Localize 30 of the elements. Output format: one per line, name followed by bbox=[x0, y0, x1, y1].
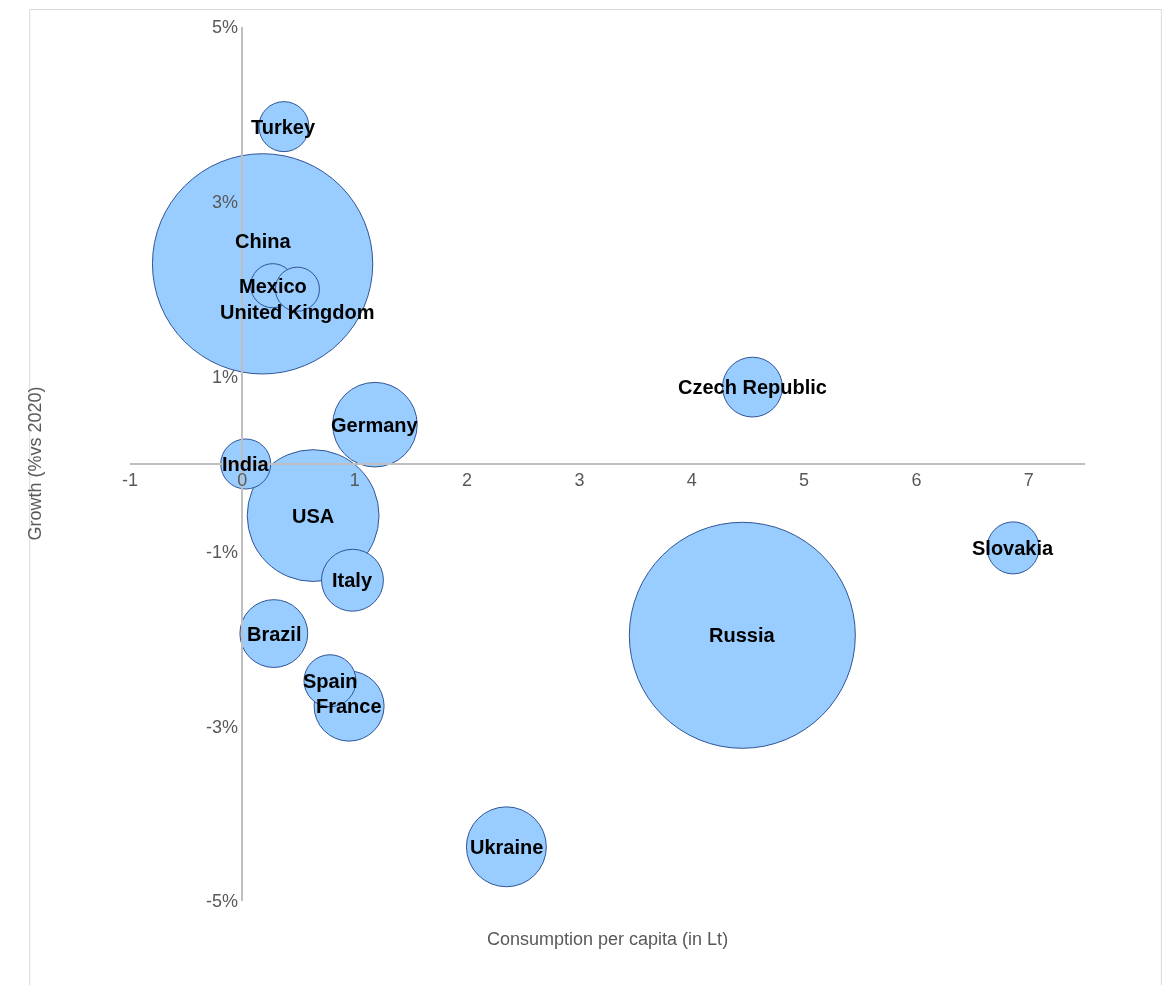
series-label: France bbox=[316, 695, 382, 717]
x-tick-label: 5 bbox=[799, 470, 810, 491]
series-label: Turkey bbox=[251, 116, 316, 138]
x-tick-label: -1 bbox=[121, 470, 139, 491]
x-tick-label: 4 bbox=[686, 470, 697, 491]
x-axis-title: Consumption per capita (in Lt) bbox=[487, 929, 729, 949]
series-label: United Kingdom bbox=[220, 301, 375, 323]
y-tick-label: 5% bbox=[211, 17, 238, 38]
y-tick-label: 3% bbox=[211, 192, 238, 213]
x-tick-label: 0 bbox=[237, 470, 248, 491]
series-label: Spain bbox=[303, 670, 358, 692]
y-tick-label: -5% bbox=[205, 891, 238, 912]
series-label: Brazil bbox=[247, 623, 302, 645]
series-label: Italy bbox=[332, 569, 373, 591]
series-label: USA bbox=[292, 505, 335, 527]
series-label: Ukraine bbox=[470, 836, 544, 858]
x-tick-label: 1 bbox=[349, 470, 360, 491]
series-label: China bbox=[235, 230, 292, 252]
y-tick-label: 1% bbox=[211, 366, 238, 387]
x-tick-label: 3 bbox=[574, 470, 585, 491]
series-label: Russia bbox=[709, 624, 776, 646]
y-axis-title: Growth (%vs 2020) bbox=[24, 386, 45, 541]
series-label: Mexico bbox=[239, 275, 307, 297]
x-tick-label: 2 bbox=[462, 470, 473, 491]
y-tick-label: -1% bbox=[205, 541, 238, 562]
x-tick-label: 6 bbox=[911, 470, 922, 491]
series-label: Germany bbox=[331, 414, 419, 436]
y-tick-label: -3% bbox=[205, 716, 238, 737]
x-tick-label: 7 bbox=[1023, 470, 1034, 491]
series-label: Slovakia bbox=[972, 537, 1055, 559]
